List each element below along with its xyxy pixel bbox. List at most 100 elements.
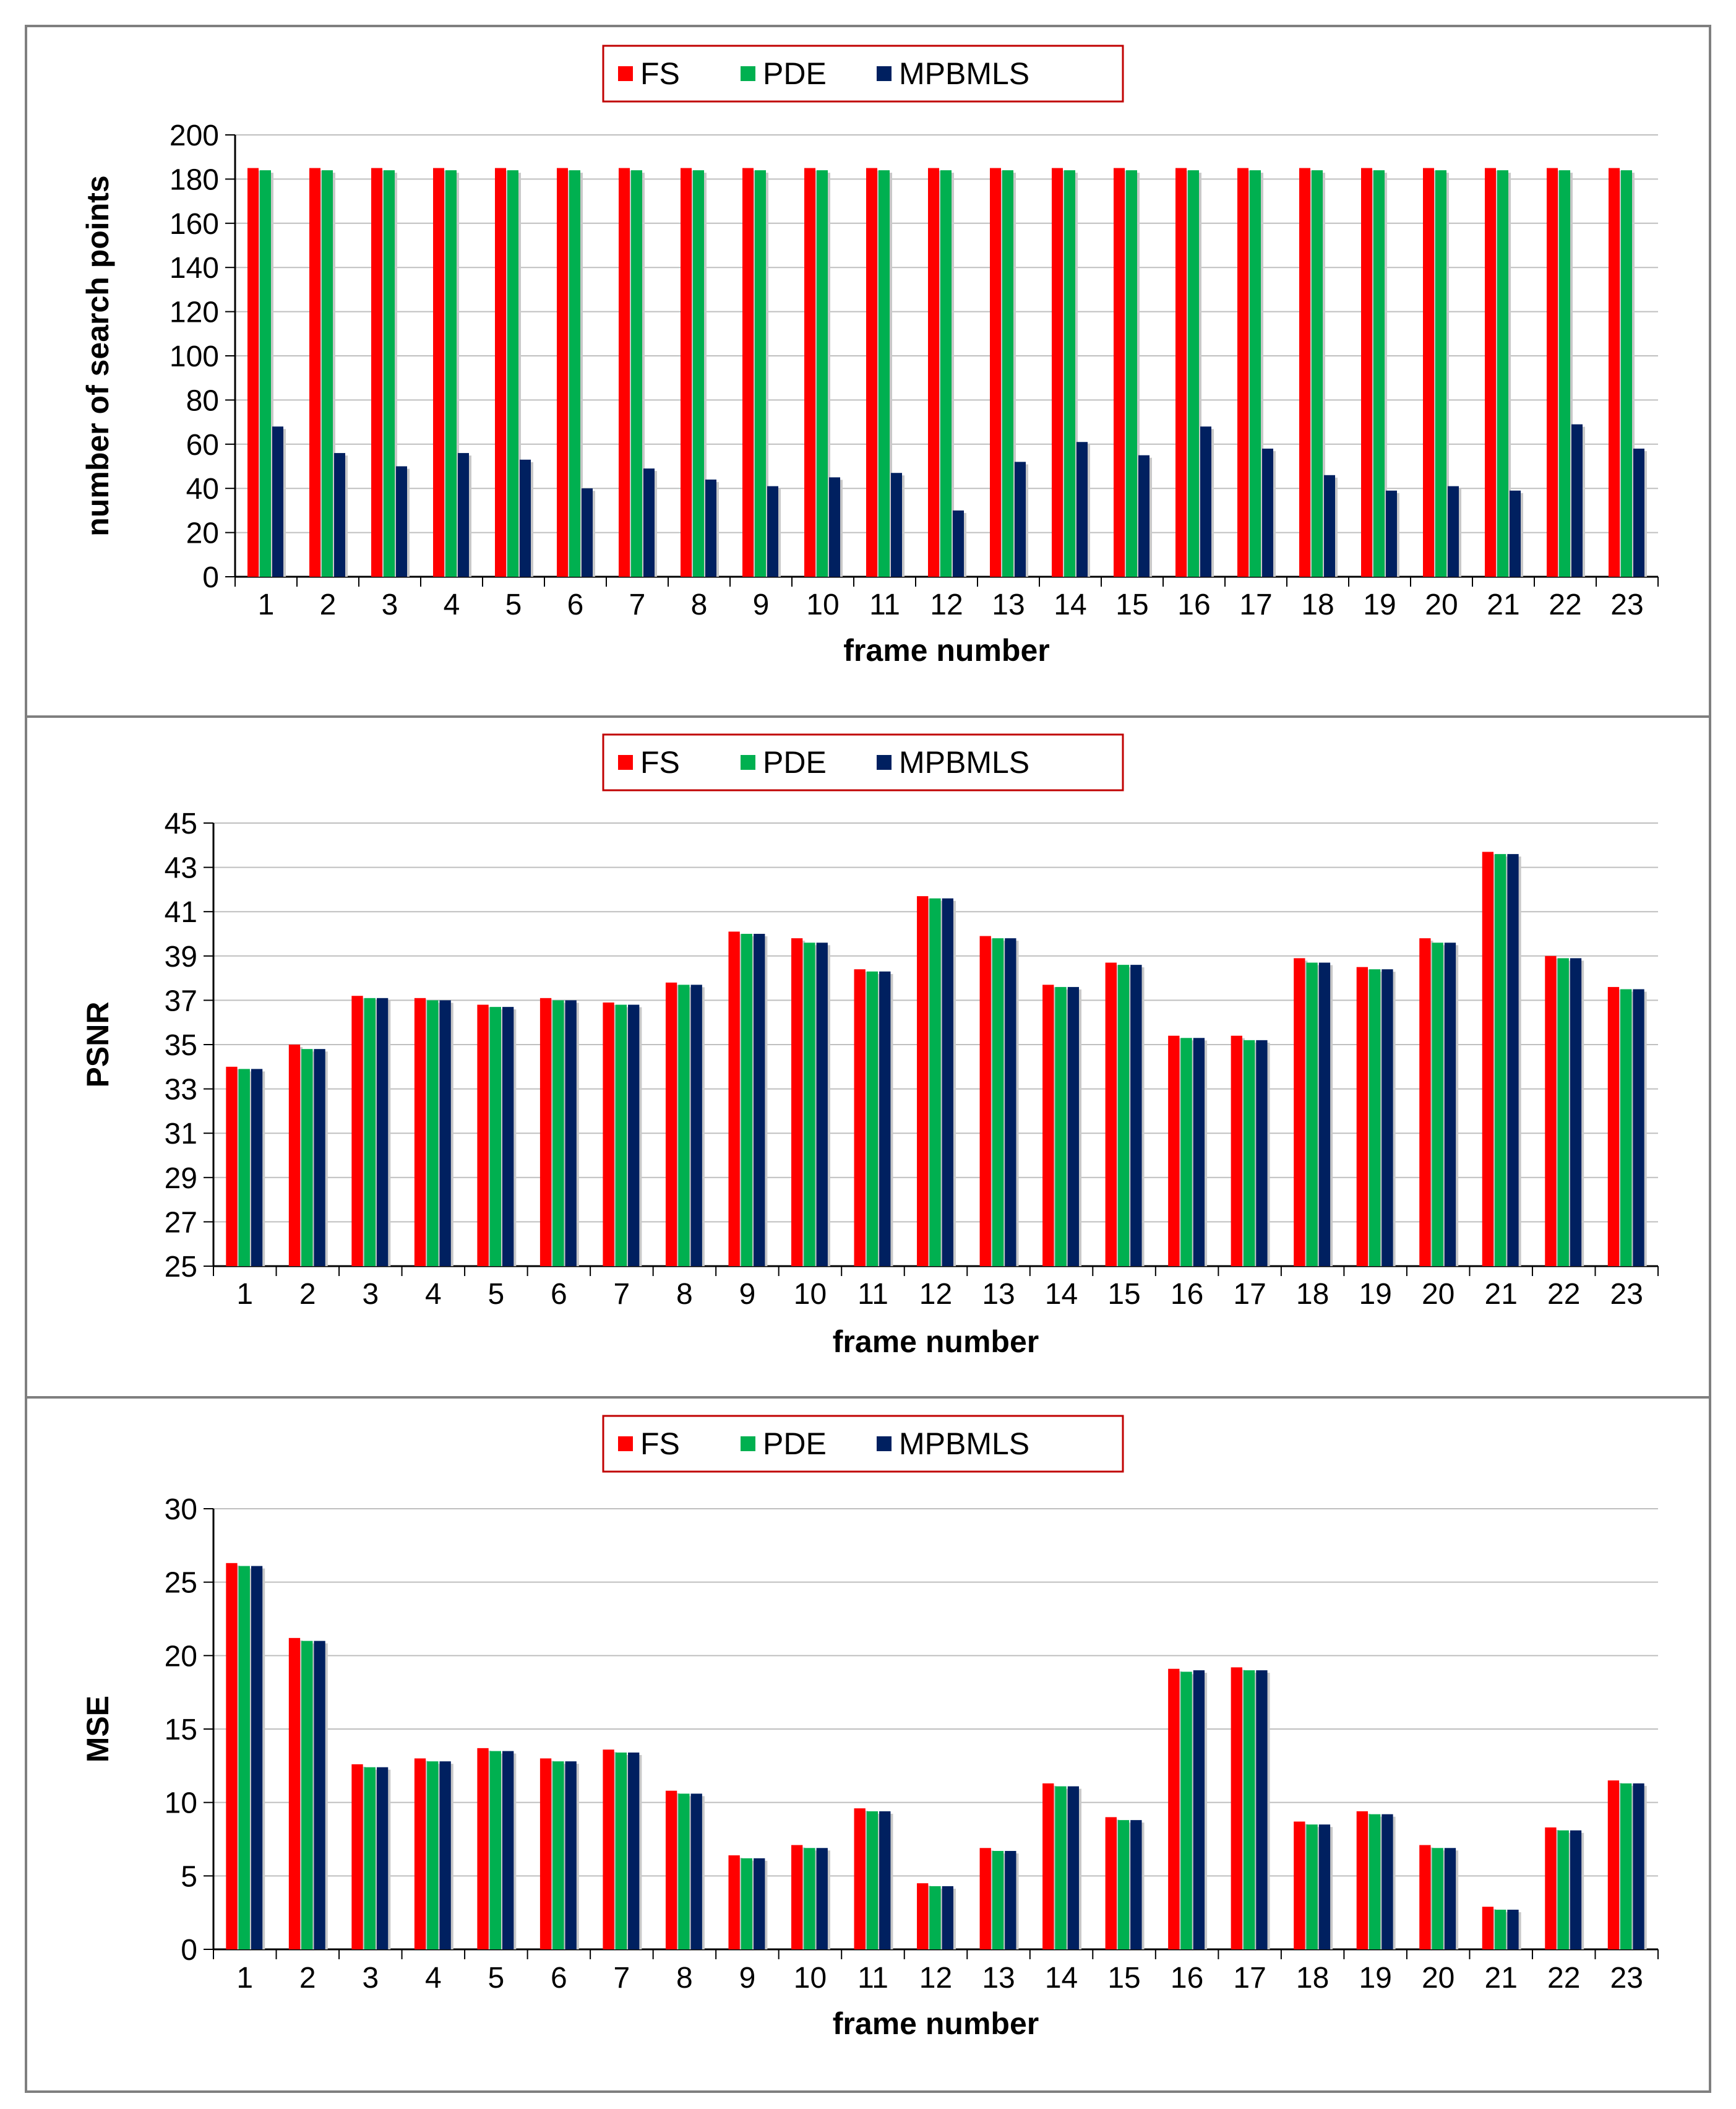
- bar-pde: [1373, 170, 1385, 577]
- bar-mpbmls: [1256, 1040, 1268, 1266]
- bar-mpbmls: [1138, 455, 1149, 577]
- bar-pde: [1369, 1814, 1381, 1949]
- bar-pde: [1495, 854, 1506, 1266]
- figure-border: [25, 25, 1711, 2093]
- bar-pde: [1432, 942, 1443, 1266]
- y-tick-label: 40: [186, 473, 219, 506]
- y-tick-label: 10: [165, 1787, 197, 1820]
- x-tick-label: 1: [258, 589, 275, 621]
- bar-mpbmls: [1510, 490, 1521, 577]
- y-tick-label: 25: [165, 1251, 197, 1283]
- bar-pde: [552, 1000, 564, 1266]
- bar-pde: [301, 1049, 313, 1266]
- bar-mpbmls: [879, 971, 891, 1266]
- bar-fs: [433, 168, 444, 577]
- x-tick-label: 20: [1422, 1278, 1455, 1311]
- bar-pde: [489, 1007, 501, 1266]
- y-tick-label: 0: [202, 561, 219, 594]
- x-tick-label: 9: [753, 589, 770, 621]
- bar-pde: [489, 1751, 501, 1949]
- bar-fs: [681, 168, 692, 577]
- x-tick-label: 15: [1115, 589, 1148, 621]
- x-tick-label: 12: [930, 589, 963, 621]
- bar-mpbmls: [502, 1007, 514, 1266]
- bar-mpbmls: [942, 1886, 953, 1949]
- bar-fs: [1168, 1668, 1180, 1949]
- legend-box: [602, 733, 1124, 791]
- bar-mpbmls: [628, 1752, 640, 1949]
- bar-pde: [1495, 1909, 1506, 1949]
- bar-mpbmls: [458, 453, 469, 577]
- x-tick-label: 23: [1610, 1962, 1643, 1995]
- y-tick-label: 0: [181, 1934, 197, 1967]
- legend-swatch-mpbmls: [877, 1436, 892, 1451]
- bar-fs: [866, 168, 877, 577]
- bar-fs: [1547, 168, 1558, 577]
- y-tick-label: 35: [165, 1029, 197, 1062]
- x-tick-label: 3: [362, 1962, 379, 1995]
- bar-fs: [990, 168, 1001, 577]
- bar-pde: [238, 1566, 250, 1949]
- bar-mpbmls: [829, 477, 840, 577]
- x-tick-label: 20: [1425, 589, 1458, 621]
- bar-mpbmls: [816, 1848, 828, 1949]
- bar-pde: [1002, 170, 1013, 577]
- y-axis-title: number of search points: [80, 175, 115, 536]
- bar-mpbmls: [1633, 989, 1644, 1266]
- bar-fs: [309, 168, 320, 577]
- x-tick-label: 12: [919, 1278, 952, 1311]
- bar-pde: [427, 1761, 439, 1949]
- bar-mpbmls: [1200, 426, 1211, 577]
- x-tick-label: 11: [857, 1278, 888, 1311]
- y-tick-label: 60: [186, 429, 219, 462]
- bar-fs: [539, 998, 552, 1266]
- x-tick-label: 14: [1054, 589, 1086, 621]
- bar-pde: [678, 985, 690, 1266]
- x-tick-label: 22: [1549, 589, 1581, 621]
- y-tick-label: 15: [165, 1714, 197, 1746]
- bar-fs: [226, 1563, 238, 1949]
- bar-mpbmls: [754, 934, 765, 1266]
- legend-box: [602, 45, 1124, 103]
- bar-fs: [742, 168, 754, 577]
- bar-pde: [507, 170, 518, 577]
- x-tick-label: 4: [444, 589, 460, 621]
- x-tick-label: 23: [1610, 1278, 1643, 1311]
- y-tick-label: 30: [165, 1493, 197, 1526]
- bar-mpbmls: [520, 459, 531, 577]
- y-tick-label: 200: [170, 119, 219, 152]
- bar-pde: [1620, 989, 1632, 1266]
- x-tick-label: 17: [1239, 589, 1272, 621]
- bar-fs: [665, 982, 677, 1266]
- bar-pde: [1620, 1783, 1632, 1949]
- x-tick-label: 7: [614, 1278, 630, 1311]
- x-tick-label: 11: [869, 589, 900, 621]
- y-tick-label: 45: [165, 808, 197, 840]
- y-tick-label: 120: [170, 296, 219, 329]
- bar-pde: [1557, 1830, 1569, 1949]
- x-tick-label: 21: [1485, 1962, 1518, 1995]
- bar-fs: [1299, 168, 1310, 577]
- x-tick-label: 19: [1359, 1278, 1391, 1311]
- x-tick-label: 10: [794, 1278, 827, 1311]
- bar-pde: [678, 1793, 690, 1949]
- bar-fs: [1361, 168, 1372, 577]
- x-tick-label: 21: [1487, 589, 1519, 621]
- bar-pde: [1055, 986, 1067, 1266]
- x-tick-label: 16: [1171, 1962, 1203, 1995]
- bar-fs: [1545, 1827, 1557, 1949]
- bar-fs: [1545, 955, 1557, 1266]
- bar-mpbmls: [1005, 938, 1016, 1266]
- bar-pde: [631, 170, 642, 577]
- legend-box: [602, 1415, 1124, 1473]
- bar-mpbmls: [1571, 424, 1583, 577]
- bar-fs: [226, 1066, 238, 1266]
- y-tick-label: 41: [165, 896, 197, 929]
- bar-pde: [445, 170, 457, 577]
- x-tick-label: 16: [1177, 589, 1210, 621]
- legend-label-fs: FS: [640, 56, 680, 91]
- bar-pde: [1250, 170, 1261, 577]
